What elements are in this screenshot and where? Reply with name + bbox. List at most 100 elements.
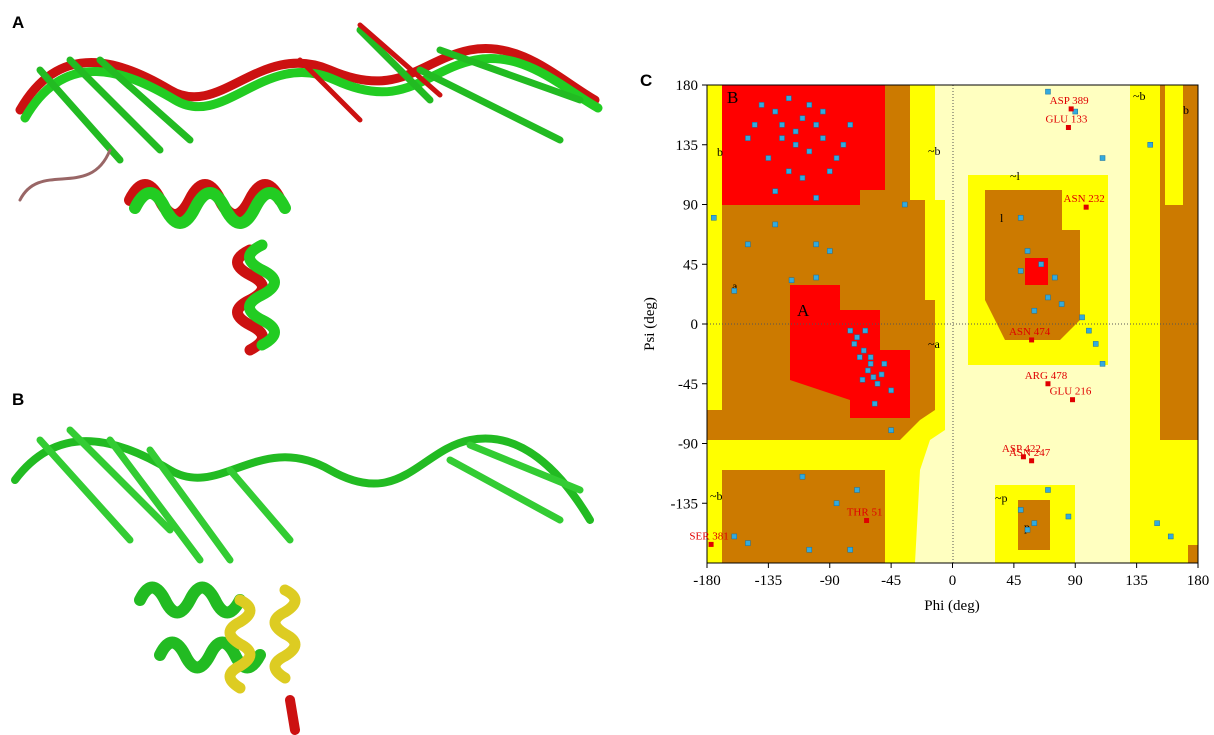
structure-model (15, 430, 590, 730)
residue-point (889, 388, 894, 393)
residue-point (879, 372, 884, 377)
residue-point (807, 102, 812, 107)
x-tick-label: 90 (1068, 573, 1083, 589)
region-label: ~b (1133, 89, 1146, 103)
region-label: b (717, 145, 723, 159)
residue-point (882, 361, 887, 366)
residue-point (1093, 341, 1098, 346)
x-tick-label: 45 (1006, 573, 1021, 589)
outlier-point (1066, 125, 1071, 130)
residue-point (1059, 302, 1064, 307)
region-label: ~l (1010, 169, 1020, 183)
y-tick-label: 45 (683, 257, 698, 273)
residue-point (872, 401, 877, 406)
y-tick-label: 90 (683, 198, 698, 214)
residue-point (827, 248, 832, 253)
residue-point (1100, 361, 1105, 366)
outlier-label: ASN 247 (1009, 447, 1051, 459)
y-tick-label: 180 (676, 78, 699, 94)
region-label: ~a (928, 337, 940, 351)
residue-point (1039, 262, 1044, 267)
residue-point (834, 156, 839, 161)
residue-point (814, 242, 819, 247)
outlier-point (1084, 205, 1089, 210)
residue-point (1066, 514, 1071, 519)
x-tick-label: -90 (820, 573, 840, 589)
residue-point (1148, 142, 1153, 147)
residue-point (759, 102, 764, 107)
residue-point (786, 96, 791, 101)
figure: A B C (0, 0, 1214, 735)
outlier-label: ARG 478 (1025, 370, 1068, 382)
outlier-label: ASP 389 (1050, 95, 1090, 107)
outlier-label: GLU 216 (1050, 386, 1092, 398)
x-tick-label: 0 (949, 573, 957, 589)
panel-label: B (12, 390, 24, 409)
residue-point (875, 381, 880, 386)
residue-point (800, 116, 805, 121)
residue-point (863, 328, 868, 333)
x-tick-label: -45 (881, 573, 901, 589)
residue-point (1025, 248, 1030, 253)
residue-point (1052, 275, 1057, 280)
y-axis-label: Psi (deg) (642, 297, 658, 351)
region-label: A (797, 301, 810, 320)
residue-point (773, 189, 778, 194)
outlier-point (709, 542, 714, 547)
residue-point (868, 355, 873, 360)
residue-point (861, 348, 866, 353)
residue-point (841, 142, 846, 147)
residue-point (820, 136, 825, 141)
residue-point (807, 547, 812, 552)
residue-point (827, 169, 832, 174)
residue-point (1018, 215, 1023, 220)
region-label: ~p (995, 491, 1008, 505)
residue-point (745, 136, 750, 141)
outlier-label: THR 51 (847, 507, 883, 519)
residue-point (1100, 156, 1105, 161)
residue-point (780, 122, 785, 127)
region-label: ~b (710, 489, 723, 503)
outlier-label: ASN 232 (1064, 193, 1105, 205)
residue-point (807, 149, 812, 154)
residue-point (793, 129, 798, 134)
residue-point (1086, 328, 1091, 333)
residue-point (889, 428, 894, 433)
residue-point (820, 109, 825, 114)
outlier-label: ASN 474 (1009, 326, 1051, 338)
outlier-point (1070, 397, 1075, 402)
region-label: ~b (928, 144, 941, 158)
residue-point (857, 355, 862, 360)
residue-point (711, 215, 716, 220)
residue-point (814, 122, 819, 127)
residue-point (793, 142, 798, 147)
residue-point (902, 202, 907, 207)
residue-point (1168, 534, 1173, 539)
residue-point (834, 501, 839, 506)
outlier-point (864, 518, 869, 523)
residue-point (855, 487, 860, 492)
residue-point (1032, 521, 1037, 526)
residue-point (848, 547, 853, 552)
residue-point (1155, 521, 1160, 526)
residue-point (1032, 308, 1037, 313)
residue-point (773, 109, 778, 114)
x-tick-label: -180 (693, 573, 721, 589)
residue-point (855, 335, 860, 340)
residue-point (800, 175, 805, 180)
y-tick-label: -45 (678, 377, 698, 393)
residue-point (848, 328, 853, 333)
residue-point (732, 288, 737, 293)
region-label: b (1183, 103, 1189, 117)
ramachandran-regions (707, 85, 1198, 563)
outlier-point (1029, 337, 1034, 342)
residue-point (1025, 527, 1030, 532)
residue-point (848, 122, 853, 127)
residue-point (814, 275, 819, 280)
residue-point (1018, 507, 1023, 512)
outlier-label: SER 381 (689, 530, 728, 542)
panel-label: A (12, 13, 24, 32)
residue-point (860, 377, 865, 382)
x-axis-label: Phi (deg) (924, 598, 979, 614)
y-tick-label: -90 (678, 437, 698, 453)
